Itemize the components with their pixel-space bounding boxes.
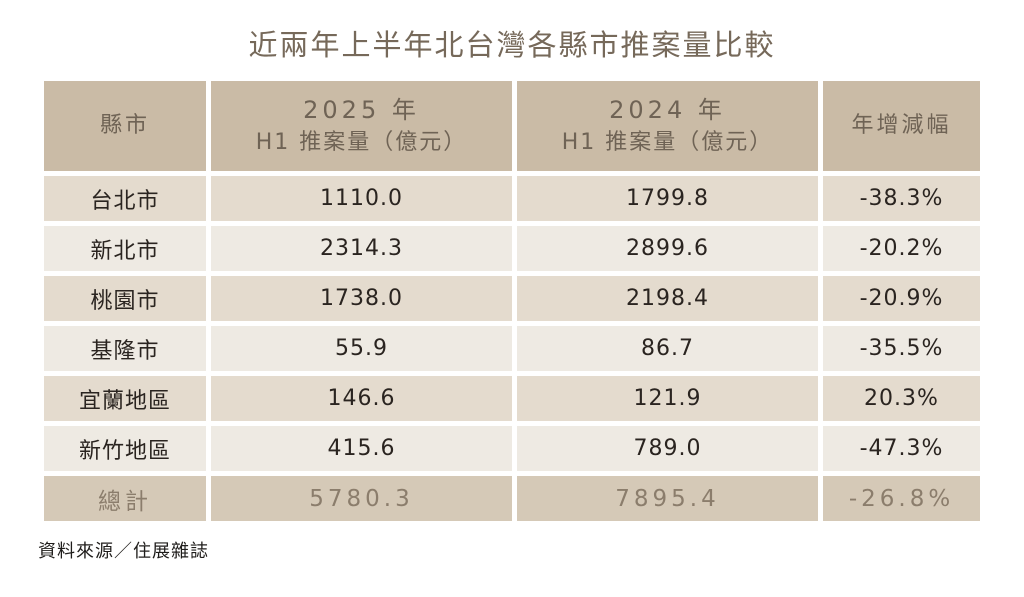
- value-2024-cell: 121.9: [517, 376, 818, 421]
- value-2025-cell: 1110.0: [211, 176, 512, 221]
- total-label-cell: 總計: [44, 476, 206, 521]
- value-2025-cell: 146.6: [211, 376, 512, 421]
- header-2025-metric: H1 推案量（億元）: [255, 130, 468, 156]
- value-2025-cell: 415.6: [211, 426, 512, 471]
- value-2025-cell: 55.9: [211, 326, 512, 371]
- header-2024-metric: H1 推案量（億元）: [561, 130, 774, 156]
- header-2024-year: 2024 年: [609, 95, 726, 124]
- comparison-table: 縣市 2025 年 H1 推案量（億元） 2024 年 H1 推案量（億元） 年…: [39, 76, 985, 526]
- value-2024-cell: 1799.8: [517, 176, 818, 221]
- value-2024-cell: 86.7: [517, 326, 818, 371]
- total-2024-cell: 7895.4: [517, 476, 818, 521]
- yoy-cell: -20.2%: [823, 226, 980, 271]
- yoy-cell: -47.3%: [823, 426, 980, 471]
- yoy-cell: 20.3%: [823, 376, 980, 421]
- table-row-taipei: 台北市 1110.0 1799.8 -38.3%: [44, 176, 980, 221]
- table-row-total: 總計 5780.3 7895.4 -26.8%: [44, 476, 980, 521]
- table-row-newtaipei: 新北市 2314.3 2899.6 -20.2%: [44, 226, 980, 271]
- source-note: 資料來源／住展雜誌: [38, 541, 209, 562]
- total-2025-cell: 5780.3: [211, 476, 512, 521]
- header-2025: 2025 年 H1 推案量（億元）: [211, 81, 512, 171]
- city-cell: 台北市: [44, 176, 206, 221]
- total-yoy-cell: -26.8%: [823, 476, 980, 521]
- header-2024: 2024 年 H1 推案量（億元）: [517, 81, 818, 171]
- city-cell: 宜蘭地區: [44, 376, 206, 421]
- page-title: 近兩年上半年北台灣各縣市推案量比較: [248, 28, 776, 62]
- header-yoy: 年增減幅: [823, 81, 980, 171]
- table-row-hsinchu: 新竹地區 415.6 789.0 -47.3%: [44, 426, 980, 471]
- table-row-taoyuan: 桃園市 1738.0 2198.4 -20.9%: [44, 276, 980, 321]
- yoy-cell: -20.9%: [823, 276, 980, 321]
- table-header: 縣市 2025 年 H1 推案量（億元） 2024 年 H1 推案量（億元） 年…: [44, 81, 980, 171]
- yoy-cell: -35.5%: [823, 326, 980, 371]
- table-body: 台北市 1110.0 1799.8 -38.3% 新北市 2314.3 2899…: [44, 176, 980, 521]
- value-2024-cell: 2899.6: [517, 226, 818, 271]
- value-2024-cell: 2198.4: [517, 276, 818, 321]
- value-2024-cell: 789.0: [517, 426, 818, 471]
- value-2025-cell: 2314.3: [211, 226, 512, 271]
- city-cell: 新竹地區: [44, 426, 206, 471]
- city-cell: 桃園市: [44, 276, 206, 321]
- table-row-yilan: 宜蘭地區 146.6 121.9 20.3%: [44, 376, 980, 421]
- value-2025-cell: 1738.0: [211, 276, 512, 321]
- city-cell: 新北市: [44, 226, 206, 271]
- header-city: 縣市: [44, 81, 206, 171]
- header-2025-year: 2025 年: [303, 95, 420, 124]
- yoy-cell: -38.3%: [823, 176, 980, 221]
- header-row: 縣市 2025 年 H1 推案量（億元） 2024 年 H1 推案量（億元） 年…: [44, 81, 980, 171]
- table-row-keelung: 基隆市 55.9 86.7 -35.5%: [44, 326, 980, 371]
- city-cell: 基隆市: [44, 326, 206, 371]
